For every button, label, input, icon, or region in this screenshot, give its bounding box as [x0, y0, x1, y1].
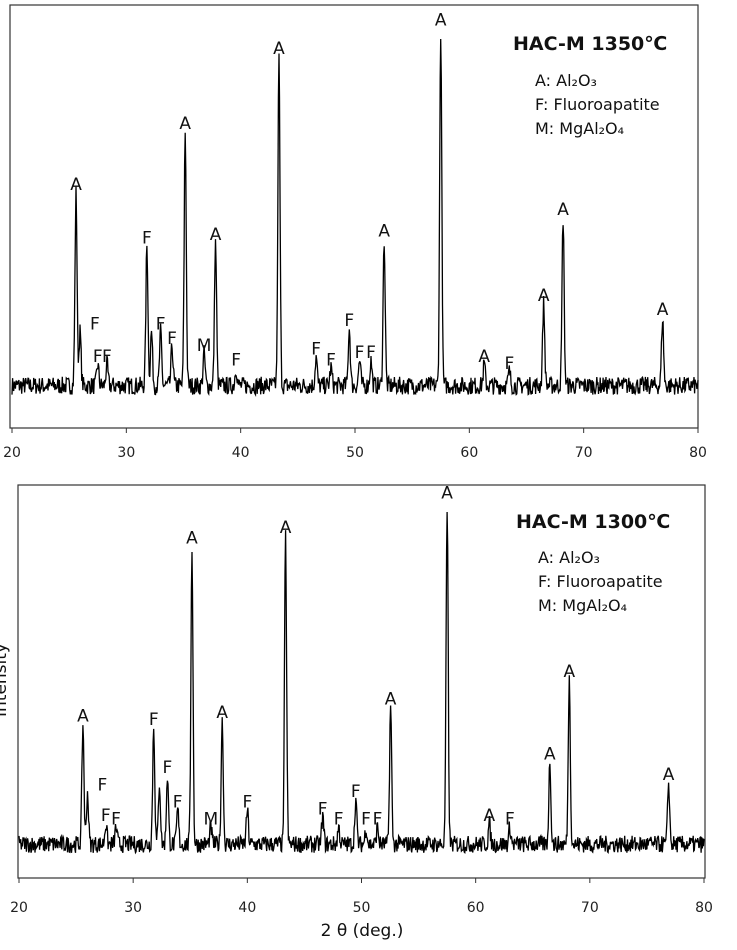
peak-label-f: F — [504, 354, 514, 374]
peak-label-a: A — [210, 225, 222, 245]
legend-entry-m: M: MgAl₂O₄ — [538, 596, 627, 615]
peak-label-f: F — [351, 782, 361, 802]
peak-label-f: F — [142, 229, 152, 249]
xrd-pattern-line — [18, 511, 705, 855]
peak-label-a: A — [563, 662, 575, 682]
peak-label-f: F — [98, 775, 108, 795]
peak-label-f: F — [167, 329, 177, 349]
x-tick-label: 30 — [124, 900, 142, 916]
peak-label-f: F — [242, 792, 252, 812]
panel-1350: HAC-M 1350℃ A: Al₂O₃ F: Fluoroapatite M:… — [3, 4, 707, 461]
chart-title: HAC-M 1350℃ — [513, 33, 667, 55]
peak-label-a: A — [663, 765, 675, 785]
legend-entry-m: M: MgAl₂O₄ — [535, 119, 624, 138]
x-tick-label: 50 — [346, 445, 364, 461]
peak-label-f: F — [366, 343, 376, 363]
x-tick-label: 40 — [238, 900, 256, 916]
legend-entry-f: F: Fluoroapatite — [538, 572, 663, 591]
x-tick-label: 40 — [232, 445, 250, 461]
panel-1300: HAC-M 1300℃ A: Al₂O₃ F: Fluoroapatite M:… — [0, 484, 713, 941]
chart-title: HAC-M 1300℃ — [516, 511, 670, 533]
plot-frame — [9, 4, 699, 429]
peak-label-m: M — [197, 336, 212, 356]
peak-label-a: A — [216, 703, 228, 723]
x-tick-label: 50 — [353, 900, 371, 916]
peak-label-f: F — [344, 311, 354, 331]
x-tick-label: 20 — [3, 445, 21, 461]
peak-label-f: F — [326, 350, 336, 370]
peak-label-f: F — [93, 347, 103, 367]
peak-label-a: A — [557, 200, 569, 220]
peak-label-a: A — [657, 300, 669, 320]
peak-label-a: A — [435, 10, 447, 30]
x-tick-label: 70 — [575, 445, 593, 461]
peak-label-a: A — [179, 114, 191, 134]
peak-label-f: F — [149, 710, 159, 730]
peak-label-f: F — [505, 810, 515, 830]
x-tick-label: 30 — [117, 445, 135, 461]
peak-label-a: A — [378, 221, 390, 241]
peak-label-f: F — [334, 810, 344, 830]
peak-label-f: F — [361, 810, 371, 830]
y-axis-label: Intensity — [0, 643, 11, 717]
x-tick-label: 80 — [695, 900, 713, 916]
peak-label-a: A — [484, 806, 496, 826]
xrd-pattern-line — [11, 38, 699, 397]
peak-label-f: F — [318, 799, 328, 819]
x-tick-label: 60 — [467, 900, 485, 916]
legend-entry-f: F: Fluoroapatite — [535, 95, 660, 114]
peak-label-a: A — [280, 518, 292, 538]
peak-label-a: A — [441, 484, 453, 504]
peak-label-a: A — [544, 744, 556, 764]
peak-label-f: F — [156, 315, 166, 335]
peak-label-f: F — [101, 806, 111, 826]
x-tick-label: 20 — [10, 900, 28, 916]
peak-label-f: F — [373, 810, 383, 830]
x-tick-label: 70 — [581, 900, 599, 916]
peak-label-f: F — [102, 347, 112, 367]
x-tick-label: 80 — [689, 445, 707, 461]
peak-label-a: A — [478, 347, 490, 367]
peak-label-f: F — [355, 343, 365, 363]
peak-label-a: A — [186, 528, 198, 548]
legend-entry-a: A: Al₂O₃ — [538, 548, 600, 567]
legend-entry-a: A: Al₂O₃ — [535, 71, 597, 90]
peak-label-f: F — [163, 758, 173, 778]
peak-label-a: A — [70, 175, 82, 195]
x-axis-label: 2 θ (deg.) — [321, 921, 404, 941]
x-tick-label: 60 — [460, 445, 478, 461]
peak-label-f: F — [173, 792, 183, 812]
peak-label-a: A — [385, 690, 397, 710]
peak-label-f: F — [311, 340, 321, 360]
peak-label-m: M — [203, 810, 218, 830]
peak-label-f: F — [231, 350, 241, 370]
peak-label-a: A — [77, 707, 89, 727]
peak-label-a: A — [538, 286, 550, 306]
peak-label-f: F — [90, 315, 100, 335]
peak-label-a: A — [273, 39, 285, 59]
peak-label-f: F — [111, 810, 121, 830]
